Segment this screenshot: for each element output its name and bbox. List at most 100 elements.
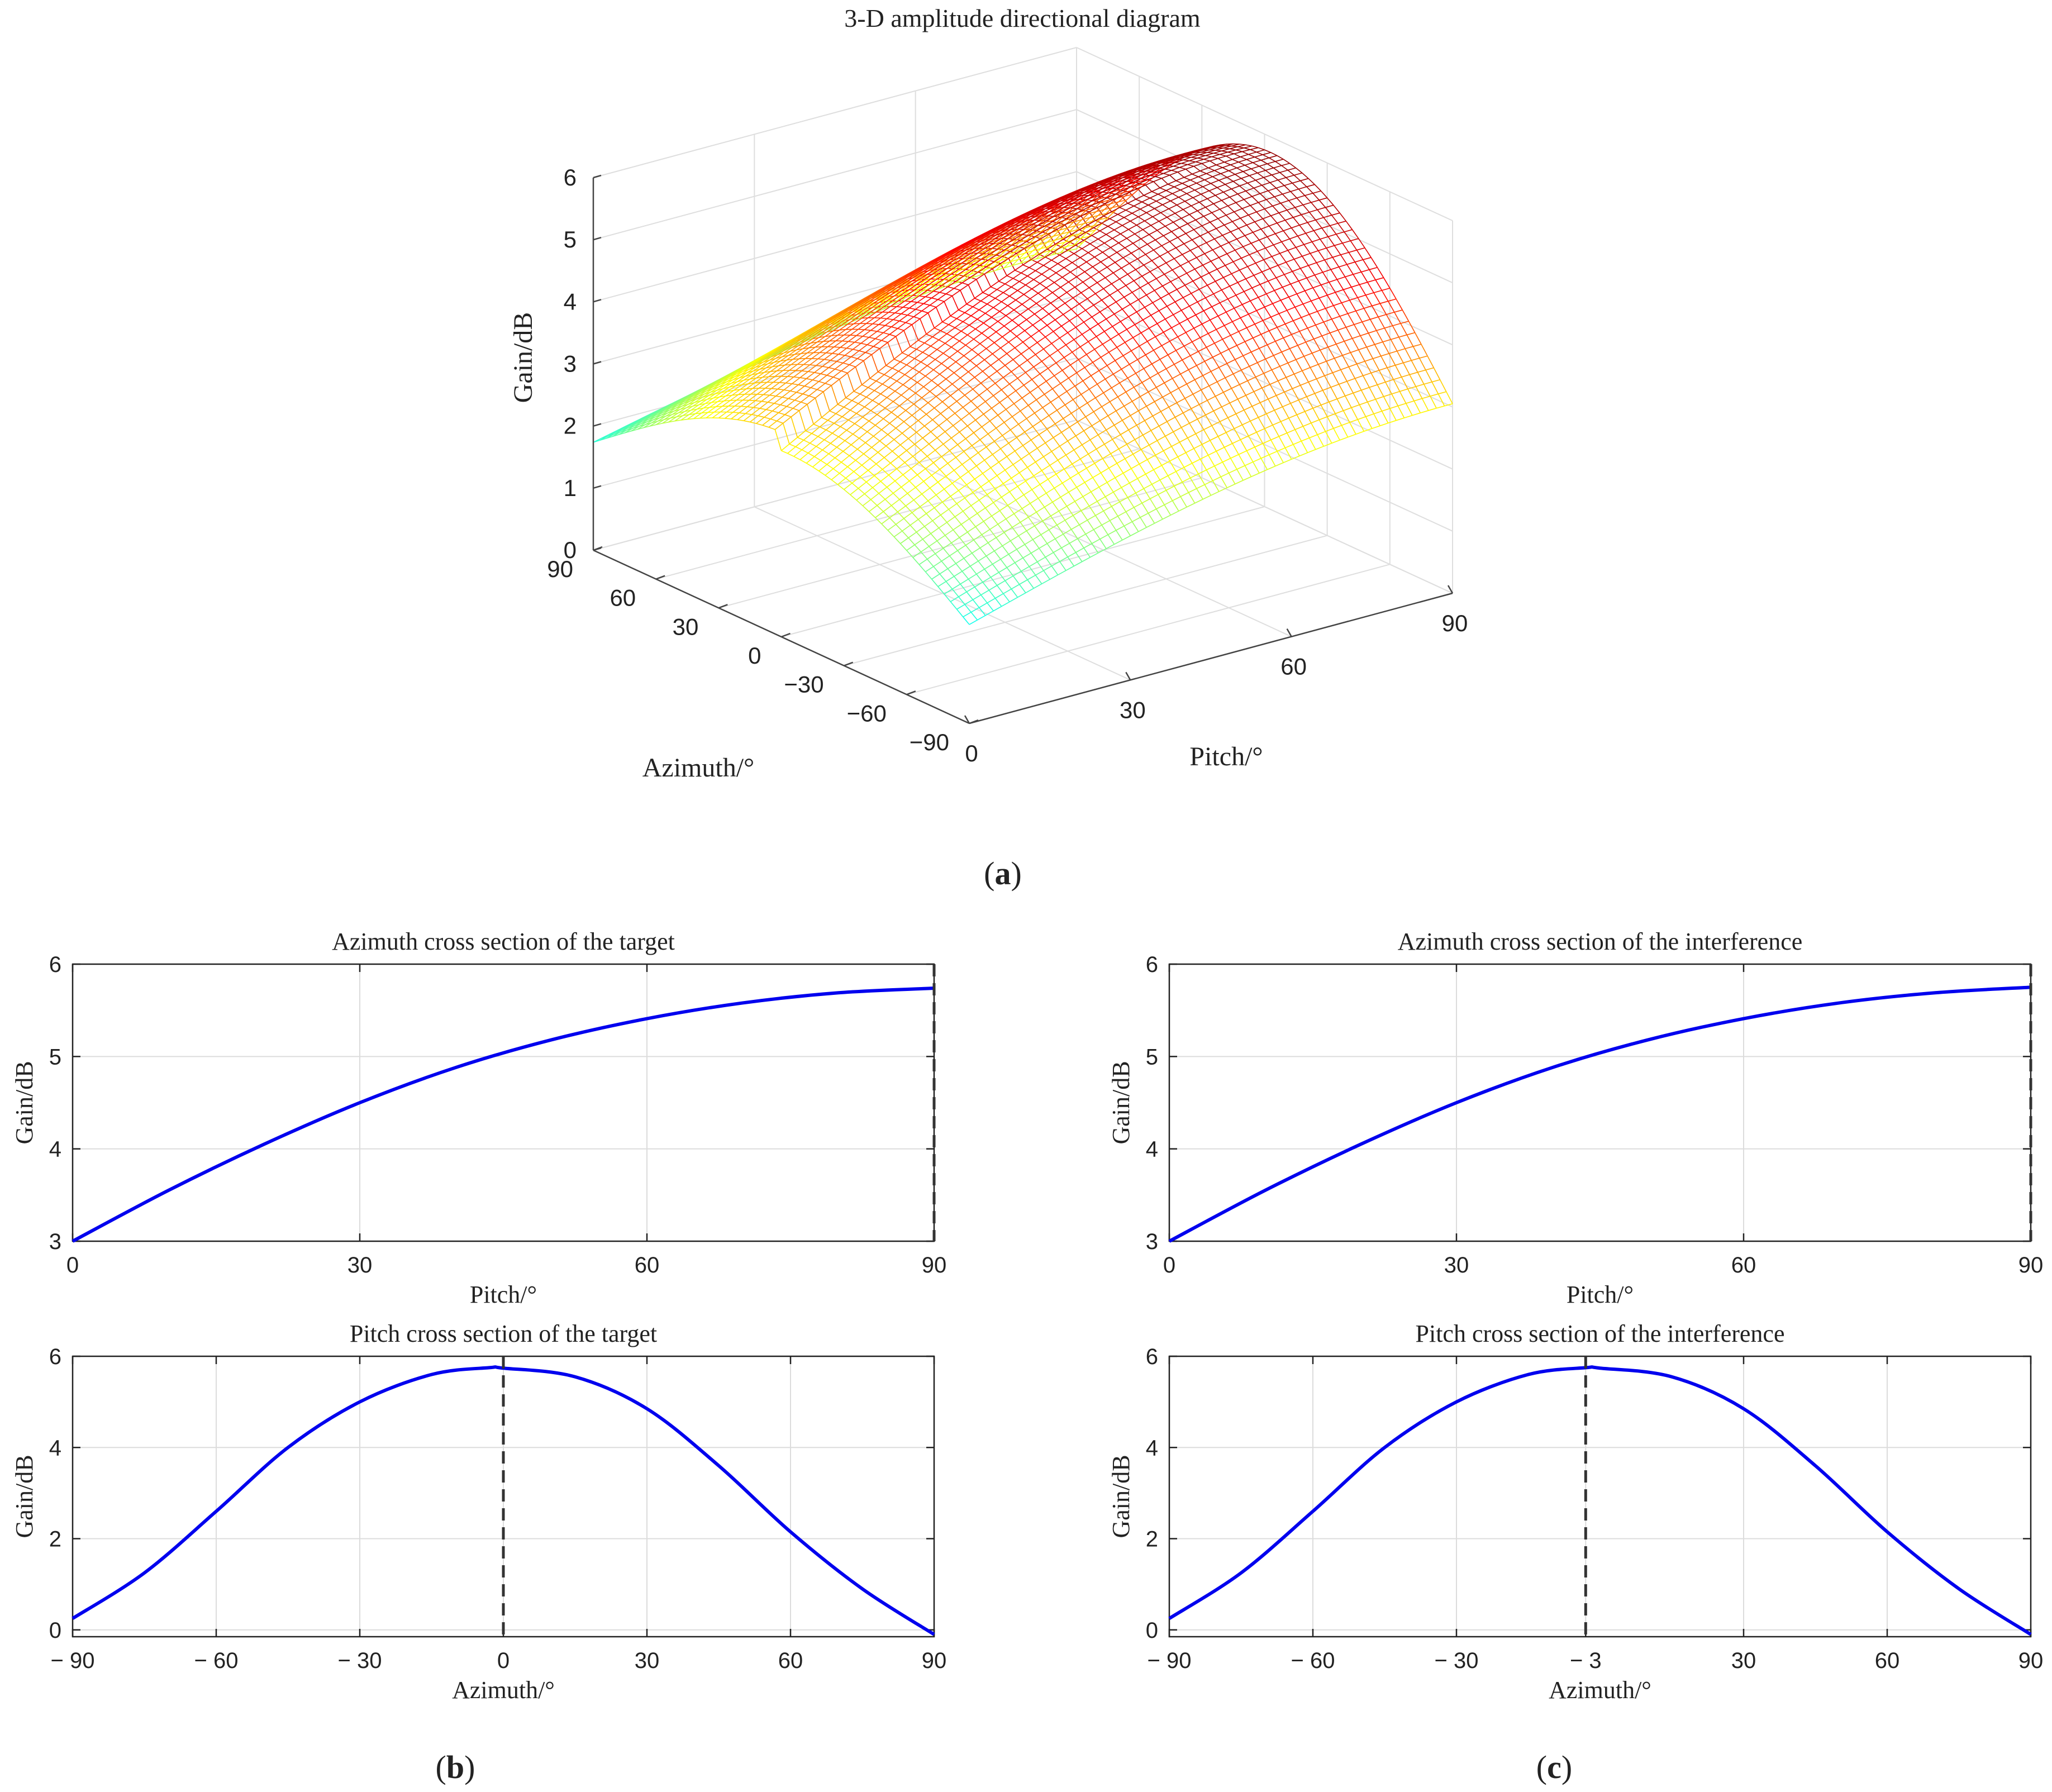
chart-a-mesh-line [961,331,968,336]
chart-a-mesh-line [1275,188,1283,195]
chart-a-mesh-line [1207,333,1215,344]
chart-a-mesh-line [802,347,810,350]
chart-a-mesh-line [1260,458,1268,470]
chart-a-mesh-line [1235,413,1243,425]
chart-a-mesh-line [1202,375,1210,387]
chart-a-mesh-line [1330,387,1338,399]
chart-a-mesh-line [1293,217,1300,226]
chart-a-mesh-line [1010,259,1019,263]
chart-a-mesh-line [1013,513,1021,523]
chart-a-mesh-line [1033,475,1041,485]
chart-a-mesh-line [1051,260,1058,264]
chart-a-mesh-line [1118,333,1126,343]
chart-a-mesh-line [1082,496,1090,507]
chart-a-mesh-line [1446,391,1453,404]
chart-a-mesh-line [1056,308,1064,315]
chart-a-mesh-line [1169,461,1177,472]
chart-a-mesh-line [863,360,870,379]
chart-a-mesh-line [1150,173,1159,177]
chart-a-mesh-line [1188,261,1196,270]
chart-a-mesh-line [977,513,984,522]
chart-a-floor-grid [844,535,1327,666]
chart-a-mesh-line [1074,385,1082,395]
chart-a-mesh-line [1220,246,1227,254]
chart-a-mesh-line [1099,420,1107,431]
chart-a-mesh-line [723,394,732,402]
chart-a-mesh-line [1216,164,1223,168]
chart-a-mesh-line [1015,219,1023,223]
chart-a-mesh-line [725,379,734,385]
chart-a-mesh-line [1076,372,1084,382]
chart-a-mesh-line [1168,208,1175,214]
chart-a-mesh-line [845,397,853,401]
chart-a-mesh-line [951,296,959,311]
chart-a-mesh-line [820,426,826,431]
chart-a-mesh-line [987,303,994,308]
chart-a-mesh-line [691,393,701,399]
chart-a-mesh-line [1284,185,1291,192]
chart-a-mesh-line [996,537,1003,546]
chart-a-mesh-line [845,323,854,330]
chart-a-mesh-line [736,394,745,401]
chart-a-mesh-line [980,486,988,495]
chart-a-mesh-line [769,354,778,361]
chart-a-mesh-line [656,409,665,415]
chart-a-mesh-line [908,438,915,445]
chart-a-mesh-line [1055,319,1062,327]
chart-a-mesh-line [691,390,699,395]
chart-a-mesh-line [1269,384,1277,396]
chart-a-mesh-line [982,371,989,378]
chart-a-mesh-line [985,555,993,565]
chart-a-mesh-line [1336,279,1344,290]
chart-a-mesh-line [1088,506,1096,516]
chart-a-mesh-line [897,416,904,422]
chart-a-mesh-line [972,445,979,454]
chart-a-mesh-line [801,449,808,454]
chart-a-mesh-line [1034,217,1043,221]
chart-a-mesh-line [1229,170,1236,175]
chart-a-mesh-line [955,457,963,465]
chart-a-mesh-line [798,410,806,431]
chart-a-mesh-line [935,450,942,457]
chart-a-mesh-line [972,599,980,608]
chart-a-mesh-line [749,364,758,370]
chart-a-mesh-line [1307,222,1315,231]
chart-a-mesh-line [1206,347,1213,358]
chart-a-mesh-line [1072,464,1079,474]
chart-a-mesh-line [1030,440,1038,449]
chart-a-mesh-line [1308,265,1315,275]
chart-a-mesh-line [755,361,764,368]
chart-a-mesh-line [918,462,926,469]
chart-a-mesh-line [814,456,821,461]
chart-a-mesh-line [1046,428,1054,438]
chart-a-mesh-line [939,292,946,294]
chart-a-mesh-line [1210,320,1217,330]
chart-a-mesh-line [1278,313,1286,325]
chart-a-mesh-line [887,434,894,440]
chart-a-mesh-line [851,444,858,450]
chart-a-mesh-line [1244,165,1251,169]
chart-a-mesh-line [1008,341,1016,349]
chart-a-mesh-line [1223,225,1231,232]
chart-a-mesh-line [1094,202,1101,208]
chart-a-mesh-line [1048,368,1055,376]
chart-a-mesh-line [992,228,1001,233]
chart-a-mesh-line [844,440,851,445]
chart-a-mesh-line [1065,194,1074,198]
chart-a-mesh-line [1093,304,1101,312]
chart-a-mesh-line [842,451,850,456]
chart-a-mesh-line [1229,148,1236,151]
chart-a-mesh-line [1213,411,1221,422]
chart-a-mesh-line [947,279,955,287]
chart-a-mesh-line [925,571,932,580]
chart-a-mesh-line [929,488,937,495]
chart-a-mesh-line [651,417,660,423]
chart-a-mesh-line [961,256,970,261]
chart-a-mesh-line [1320,284,1328,296]
chart-a-mesh-line [938,425,946,432]
chart-a-mesh-line [815,341,824,348]
chart-a-mesh-line [726,376,735,383]
chart-a-mesh-line [1076,487,1084,497]
chart-a-mesh-line [1268,398,1275,411]
chart-a-mesh-line [956,262,964,269]
